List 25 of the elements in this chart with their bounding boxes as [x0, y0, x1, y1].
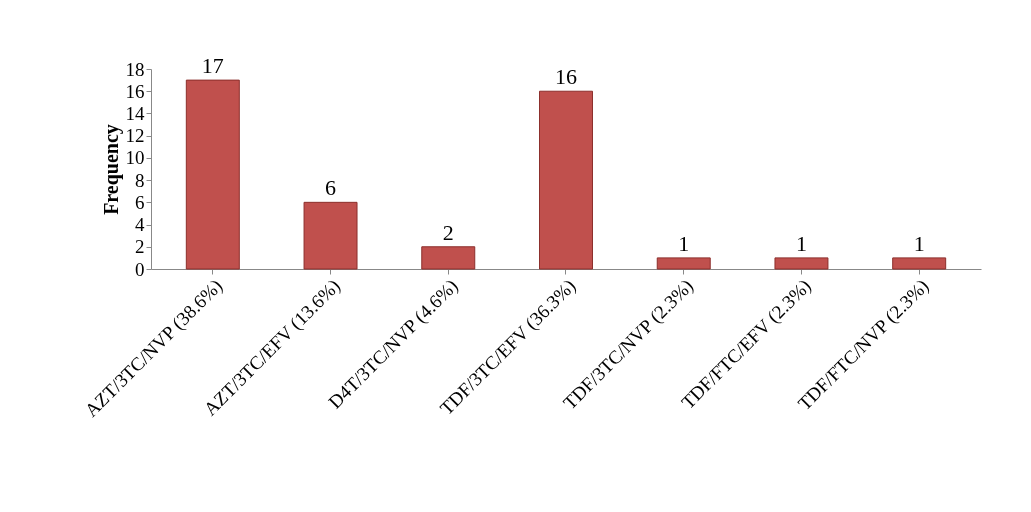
bar [892, 257, 947, 270]
data-label: 6 [325, 175, 337, 201]
y-tick-label: 14 [125, 102, 145, 124]
bar [656, 257, 711, 270]
y-tick-label: 2 [135, 236, 145, 258]
bar [421, 246, 476, 270]
y-tick-label: 8 [135, 169, 145, 191]
bar [303, 201, 358, 270]
y-tick-label: 6 [135, 191, 145, 213]
y-tick-label: 4 [135, 214, 145, 236]
bar [539, 90, 593, 270]
data-label: 1 [678, 230, 690, 256]
y-tick-label: 16 [125, 80, 145, 102]
bar [774, 257, 829, 270]
data-label: 2 [442, 219, 454, 245]
data-label: 1 [913, 230, 925, 256]
y-axis-title: Frequency [99, 124, 123, 215]
y-tick-label: 10 [125, 147, 145, 169]
y-tick-label: 18 [125, 58, 145, 80]
data-label: 1 [795, 230, 807, 256]
y-tick-label: 0 [135, 258, 145, 280]
y-tick-label: 12 [125, 125, 145, 147]
data-label: 16 [555, 64, 577, 90]
data-label: 17 [201, 53, 224, 79]
bar [185, 79, 240, 270]
